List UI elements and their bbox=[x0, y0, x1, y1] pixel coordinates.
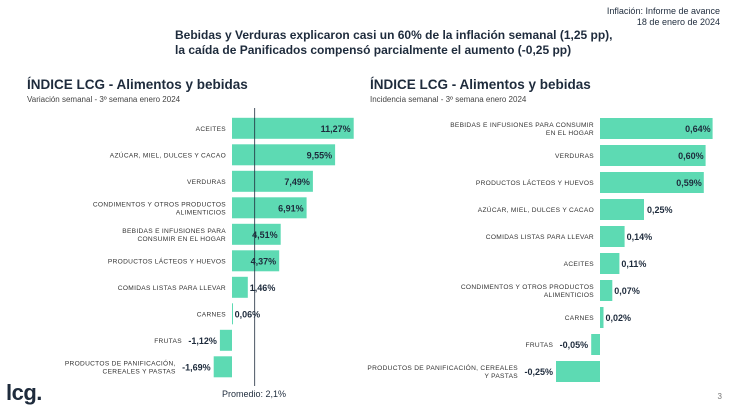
category-label-1-4: COMIDAS LISTAS PARA LLEVAR bbox=[486, 234, 594, 241]
bar-1-4 bbox=[600, 226, 625, 247]
value-label-0-2: 7,49% bbox=[284, 177, 310, 187]
bar-0-8 bbox=[219, 329, 232, 351]
value-label-1-4: 0,14% bbox=[627, 232, 653, 242]
bar-1-7 bbox=[600, 307, 604, 328]
category-label-0-4: BEBIDAS E INFUSIONES PARA CONSUMIR EN EL … bbox=[122, 228, 226, 243]
value-label-1-0: 0,64% bbox=[685, 124, 711, 134]
average-label: Promedio: 2,1% bbox=[222, 389, 287, 399]
bar-0-6 bbox=[232, 276, 248, 298]
value-label-1-2: 0,59% bbox=[676, 178, 702, 188]
value-label-0-8: -1,12% bbox=[188, 336, 217, 346]
bar-0-4 bbox=[232, 223, 281, 245]
bar-0-7 bbox=[232, 303, 233, 325]
category-label-0-7: CARNES bbox=[197, 311, 227, 318]
value-label-0-3: 6,91% bbox=[278, 203, 304, 213]
value-label-0-4: 4,51% bbox=[252, 230, 278, 240]
report-type: Inflación: Informe de avance bbox=[606, 6, 720, 16]
value-label-0-5: 4,37% bbox=[251, 256, 277, 266]
category-label-1-9: PRODUCTOS DE PANIFICACIÓN, CEREALES Y PAS… bbox=[367, 363, 518, 380]
value-label-1-6: 0,07% bbox=[614, 286, 640, 296]
value-label-1-5: 0,11% bbox=[621, 259, 646, 269]
category-label-0-5: PRODUCTOS LÁCTEOS Y HUEVOS bbox=[108, 256, 226, 265]
category-label-0-6: COMIDAS LISTAS PARA LLEVAR bbox=[118, 285, 226, 292]
value-label-1-1: 0,60% bbox=[678, 151, 704, 161]
category-label-1-7: CARNES bbox=[565, 315, 595, 322]
category-label-0-8: FRUTAS bbox=[154, 338, 182, 345]
bar-0-1 bbox=[232, 144, 336, 166]
category-label-1-8: FRUTAS bbox=[526, 342, 554, 349]
value-label-1-7: 0,02% bbox=[606, 313, 632, 323]
bar-1-8 bbox=[591, 334, 600, 355]
page-number: 3 bbox=[717, 392, 722, 401]
category-label-0-9: PRODUCTOS DE PANIFICACIÓN, CEREALES Y PAS… bbox=[65, 358, 176, 375]
category-label-1-6: CONDIMENTOS Y OTROS PRODUCTOS ALIMENTICIO… bbox=[461, 284, 594, 299]
bar-0-2 bbox=[232, 170, 313, 192]
report-date: 18 de enero de 2024 bbox=[636, 17, 720, 27]
bar-0-0 bbox=[232, 117, 354, 139]
right-chart-title: ÍNDICE LCG - Alimentos y bebidas bbox=[370, 77, 591, 92]
bar-1-6 bbox=[600, 280, 613, 301]
value-label-0-1: 9,55% bbox=[307, 150, 333, 160]
value-label-1-3: 0,25% bbox=[647, 205, 673, 215]
value-label-1-9: -0,25% bbox=[524, 367, 553, 377]
bar-1-1 bbox=[600, 145, 706, 166]
left-chart-title: ÍNDICE LCG - Alimentos y bebidas bbox=[27, 77, 248, 92]
bar-0-9 bbox=[213, 356, 232, 378]
category-label-1-2: PRODUCTOS LÁCTEOS Y HUEVOS bbox=[476, 178, 594, 187]
category-label-0-0: ACEITES bbox=[196, 126, 227, 133]
value-label-0-7: 0,06% bbox=[235, 309, 261, 319]
value-label-0-9: -1,69% bbox=[182, 362, 211, 372]
right-chart-subtitle: Incidencia semanal - 3º semana enero 202… bbox=[370, 95, 527, 104]
headline-line-1: Bebidas y Verduras explicaron casi un 60… bbox=[175, 28, 613, 42]
bar-0-5 bbox=[232, 250, 280, 272]
value-label-0-0: 11,27% bbox=[321, 124, 351, 134]
report-meta: Inflación: Informe de avance 18 de enero… bbox=[607, 6, 720, 28]
headline-line-2: la caída de Panificados compensó parcial… bbox=[175, 43, 572, 57]
category-label-1-1: VERDURAS bbox=[555, 153, 594, 160]
value-label-1-8: -0,05% bbox=[560, 340, 589, 350]
headline: Bebidas y Verduras explicaron casi un 60… bbox=[175, 28, 655, 58]
category-label-0-1: AZÚCAR, MIEL, DULCES Y CACAO bbox=[110, 150, 226, 159]
bar-1-0 bbox=[600, 118, 713, 139]
category-label-0-2: VERDURAS bbox=[187, 179, 226, 186]
bar-1-2 bbox=[600, 172, 704, 193]
lcg-logo: lcg. bbox=[6, 380, 42, 405]
category-label-0-3: CONDIMENTOS Y OTROS PRODUCTOS ALIMENTICIO… bbox=[93, 201, 226, 216]
category-label-1-0: BEBIDAS E INFUSIONES PARA CONSUMIR EN EL … bbox=[450, 122, 594, 137]
bar-1-9 bbox=[556, 361, 600, 382]
category-label-1-5: ACEITES bbox=[564, 261, 595, 268]
value-label-0-6: 1,46% bbox=[250, 283, 276, 293]
bar-1-3 bbox=[600, 199, 644, 220]
left-chart-subtitle: Variación semanal - 3º semana enero 2024 bbox=[27, 95, 181, 104]
bar-1-5 bbox=[600, 253, 620, 274]
bar-0-3 bbox=[232, 197, 307, 219]
category-label-1-3: AZÚCAR, MIEL, DULCES Y CACAO bbox=[478, 205, 594, 214]
